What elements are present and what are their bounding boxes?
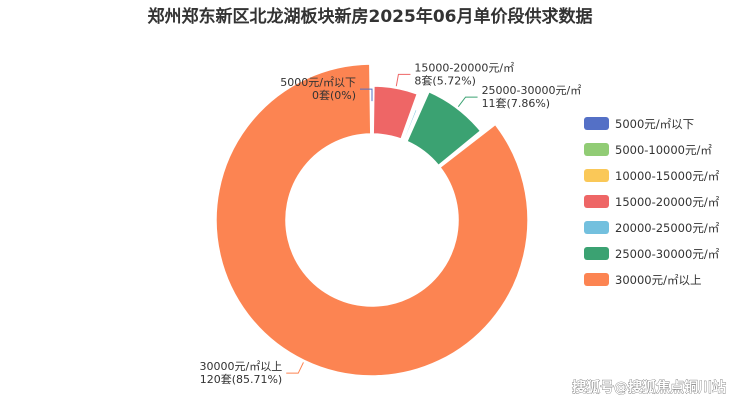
- legend: 5000元/㎡以下 5000-10000元/㎡ 10000-15000元/㎡ 1500…: [584, 117, 720, 287]
- donut-slices: [215, 63, 529, 377]
- legend-label: 25000-30000元/㎡: [615, 247, 720, 261]
- legend-swatch: [584, 247, 609, 260]
- legend-label: 5000元/㎡以下: [615, 117, 694, 131]
- annotation-label-5000-below: 5000元/㎡以下: [280, 76, 356, 89]
- legend-swatch: [584, 117, 609, 130]
- annotation-value-5000-below: 0套(0%): [312, 89, 356, 102]
- legend-item-15000-20000[interactable]: 15000-20000元/㎡: [584, 195, 720, 209]
- legend-item-30000-above[interactable]: 30000元/㎡以上: [584, 273, 701, 287]
- legend-item-5000-10000[interactable]: 5000-10000元/㎡: [584, 143, 712, 157]
- annotation-label-30000-above: 30000元/㎡以上: [200, 360, 283, 373]
- legend-item-20000-25000[interactable]: 20000-25000元/㎡: [584, 221, 720, 235]
- annotation-value-15000-20000: 8套(5.72%): [414, 74, 476, 87]
- legend-swatch: [584, 169, 609, 182]
- legend-item-5000-below[interactable]: 5000元/㎡以下: [584, 117, 694, 131]
- legend-swatch: [584, 273, 609, 286]
- slice-25000-30000: [406, 90, 482, 167]
- leader-line-15000-20000: [395, 73, 411, 87]
- annotation-label-25000-30000: 25000-30000元/㎡: [482, 84, 582, 97]
- watermark: 搜狐号@搜狐焦点铜川站: [572, 379, 726, 396]
- leader-line-5000-below: [360, 88, 373, 102]
- label-leader-lines: [286, 73, 478, 374]
- legend-swatch: [584, 195, 609, 208]
- legend-label: 30000元/㎡以上: [615, 273, 701, 287]
- legend-label: 20000-25000元/㎡: [615, 221, 720, 235]
- legend-label: 10000-15000元/㎡: [615, 169, 720, 183]
- legend-swatch: [584, 221, 609, 234]
- legend-swatch: [584, 143, 609, 156]
- legend-label: 5000-10000元/㎡: [615, 143, 712, 157]
- annotation-value-30000-above: 120套(85.71%): [200, 373, 283, 386]
- leader-line-25000-30000: [457, 96, 478, 107]
- leader-line-30000-above: [286, 362, 304, 374]
- legend-item-10000-15000[interactable]: 10000-15000元/㎡: [584, 169, 720, 183]
- legend-item-25000-30000[interactable]: 25000-30000元/㎡: [584, 247, 720, 261]
- annotation-value-25000-30000: 11套(7.86%): [482, 97, 551, 110]
- chart-title: 郑州郑东新区北龙湖板块新房2025年06月单价段供求数据: [148, 6, 593, 27]
- slice-20000-25000: [402, 108, 418, 142]
- legend-label: 15000-20000元/㎡: [615, 195, 720, 209]
- slice-15000-20000: [372, 85, 419, 140]
- annotation-label-15000-20000: 15000-20000元/㎡: [414, 61, 514, 74]
- slice-30000-above: [215, 63, 529, 377]
